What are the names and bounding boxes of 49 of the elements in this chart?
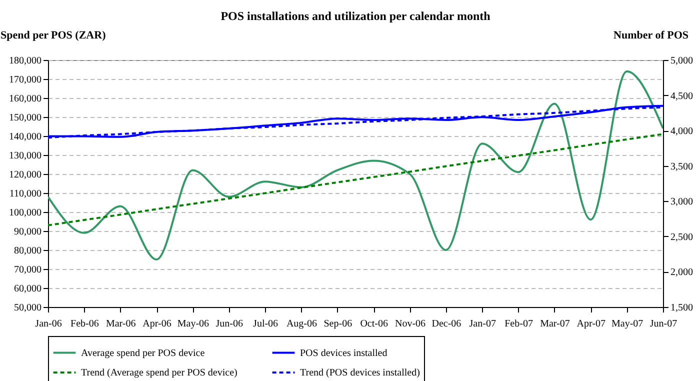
- y2-tick-label: 3,000: [670, 196, 693, 208]
- y-tick-label: 100,000: [9, 208, 42, 218]
- y-tick-label: 60,000: [14, 284, 42, 294]
- x-tick-label: May-06: [177, 318, 210, 330]
- y-axis-title: Spend per POS (ZAR): [0, 30, 106, 42]
- x-tick-label: Jun-06: [216, 318, 243, 330]
- x-tick-label: Sep-06: [324, 318, 352, 330]
- y2-tick-label: 1,500: [670, 302, 693, 314]
- y-tick-label: 180,000: [9, 56, 42, 66]
- x-tick-label: Jun-07: [650, 318, 678, 330]
- y2-tick-label: 4,000: [670, 126, 693, 138]
- y2-tick-label: 2,000: [670, 267, 693, 278]
- x-tick-label: Aug-06: [286, 318, 318, 330]
- x-tick-label: Apr-07: [576, 318, 606, 330]
- x-tick-label: May-07: [611, 318, 644, 330]
- y-tick-label: 70,000: [14, 264, 42, 276]
- line-series: [48, 70, 663, 260]
- x-tick-label: Jan-07: [469, 318, 496, 330]
- x-tick-label: Apr-06: [142, 318, 172, 330]
- x-tick-label: Jan-06: [35, 318, 62, 330]
- y2-tick-label: 3,500: [670, 161, 693, 172]
- x-tick-label: Jul-06: [253, 318, 278, 330]
- x-tick-label: Mar-06: [106, 318, 136, 330]
- y-tick-label: 110,000: [9, 188, 42, 200]
- y-tick-label: 150,000: [9, 112, 42, 124]
- legend-label: Average spend per POS device: [81, 348, 206, 359]
- y-tick-label: 170,000: [9, 74, 42, 86]
- y-tick-label: 140,000: [9, 132, 42, 142]
- legend-label: Trend (Average spend per POS device): [81, 368, 238, 378]
- y2-tick-label: 4,500: [670, 90, 693, 102]
- y2-tick-label: 5,000: [670, 56, 693, 66]
- x-tick-label: Feb-06: [70, 318, 99, 330]
- chart-title: POS installations and utilization per calendar month: [220, 9, 491, 23]
- y2-tick-label: 2,500: [670, 232, 693, 243]
- x-tick-label: Oct-06: [360, 318, 388, 330]
- legend-label: POS devices installed: [300, 348, 388, 359]
- y-tick-label: 120,000: [9, 170, 42, 180]
- line-series: [48, 133, 663, 226]
- y-tick-label: 80,000: [14, 246, 42, 256]
- x-tick-label: Feb-07: [504, 318, 533, 330]
- y2-axis-title: Number of POS: [614, 30, 688, 42]
- y-tick-label: 50,000: [14, 302, 42, 314]
- x-tick-label: Dec-06: [432, 318, 462, 330]
- x-tick-label: Nov-06: [394, 318, 426, 330]
- y-tick-label: 160,000: [9, 94, 42, 104]
- y-tick-label: 90,000: [14, 226, 42, 238]
- x-tick-label: Mar-07: [540, 318, 570, 330]
- y-tick-label: 130,000: [9, 150, 42, 162]
- legend-label: Trend (POS devices installed): [300, 368, 420, 378]
